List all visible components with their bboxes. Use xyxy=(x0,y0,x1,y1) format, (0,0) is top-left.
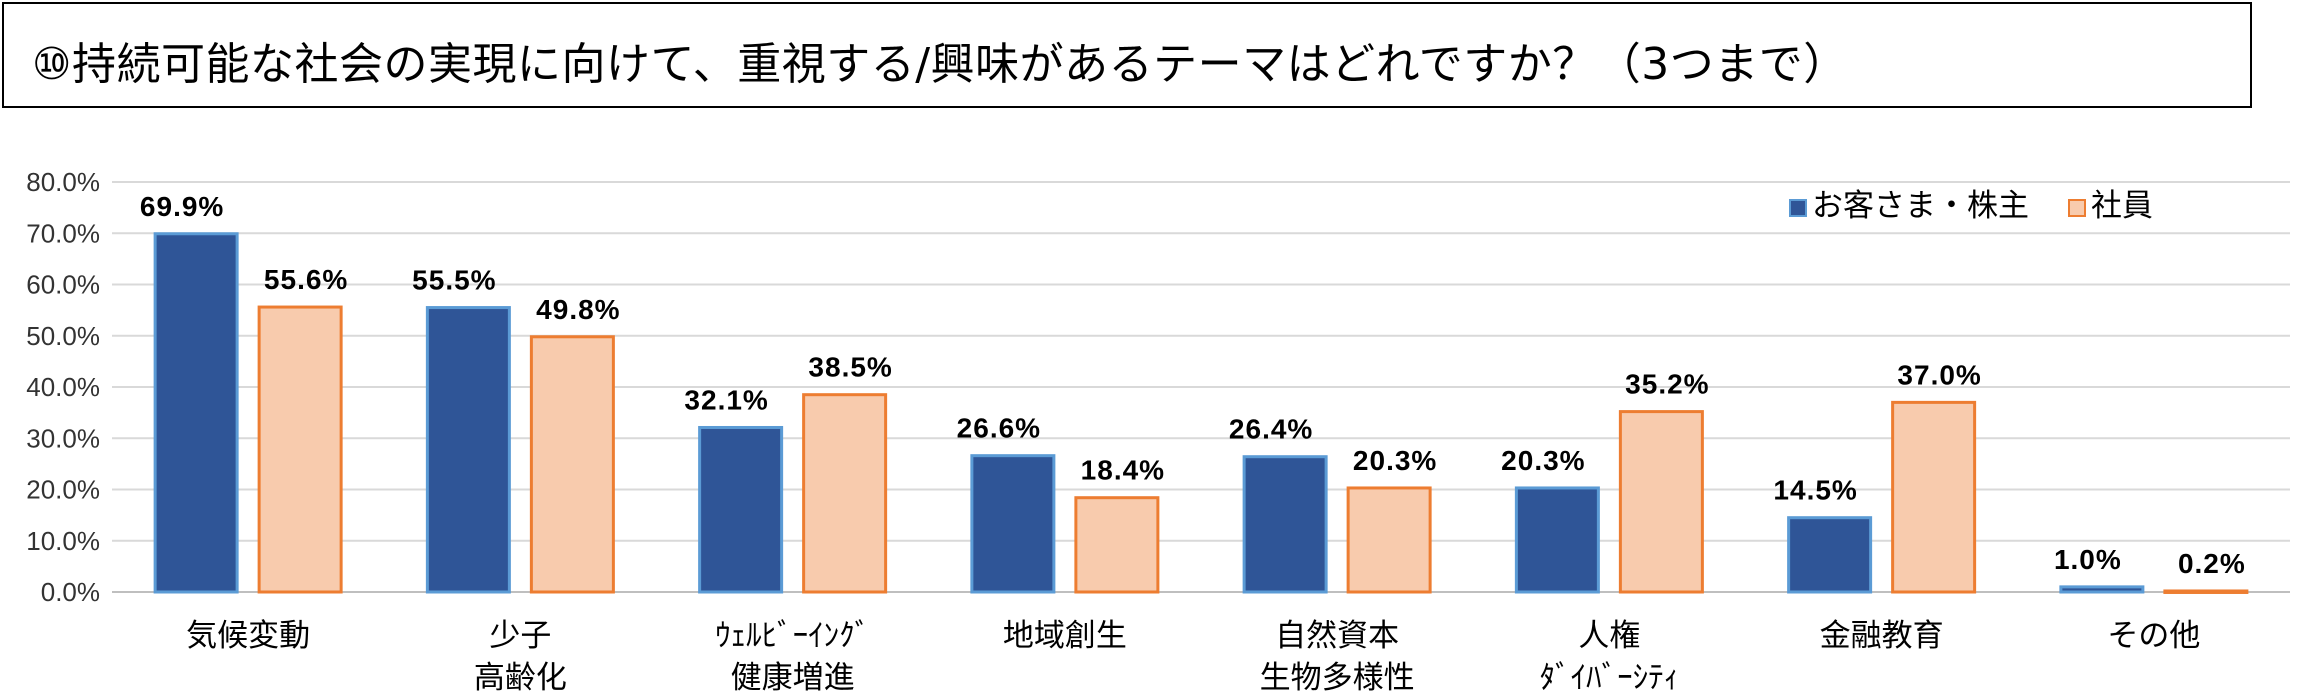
data-label: 38.5% xyxy=(808,352,892,383)
bar-customers xyxy=(698,425,784,594)
data-label: 20.3% xyxy=(1353,445,1437,476)
data-label: 26.6% xyxy=(957,413,1041,444)
data-label: 55.6% xyxy=(264,264,348,295)
data-label: 1.0% xyxy=(2054,544,2122,575)
bars xyxy=(153,232,2249,594)
data-label: 55.5% xyxy=(412,265,496,296)
legend-swatch-customers xyxy=(1789,199,1807,217)
bar-employees xyxy=(1346,486,1432,594)
y-tick-label: 0.0% xyxy=(41,577,100,607)
y-tick-label: 50.0% xyxy=(26,321,100,351)
chart-title: ⑩持続可能な社会の実現に向けて、重視する/興味があるテーマはどれですか？（3つま… xyxy=(32,39,1848,90)
data-label: 37.0% xyxy=(1897,359,1981,390)
category-label: 金融教育 xyxy=(1820,618,1944,654)
category-label: その他 xyxy=(2107,618,2200,654)
y-tick-label: 20.0% xyxy=(26,475,100,505)
y-tick-label: 30.0% xyxy=(26,423,100,453)
bar-employees xyxy=(1891,400,1977,594)
data-label: 32.1% xyxy=(684,384,768,415)
y-tick-label: 10.0% xyxy=(26,526,100,556)
category-label: ﾀﾞｲﾊﾞｰｼﾃｨ xyxy=(1540,660,1680,696)
data-label: 49.8% xyxy=(536,294,620,325)
bar-employees xyxy=(257,305,343,594)
y-tick-label: 60.0% xyxy=(26,270,100,300)
y-tick-label: 40.0% xyxy=(26,372,100,402)
bar-employees xyxy=(1618,410,1704,594)
data-label: 18.4% xyxy=(1081,455,1165,486)
bar-customers xyxy=(153,232,239,594)
data-label: 35.2% xyxy=(1625,369,1709,400)
bar-employees xyxy=(529,335,615,594)
bar-customers xyxy=(970,454,1056,594)
bar-customers xyxy=(2059,585,2145,594)
category-label: 気候変動 xyxy=(186,618,310,654)
legend-swatch-employees xyxy=(2068,199,2086,217)
data-label: 14.5% xyxy=(1773,475,1857,506)
bar-customers xyxy=(425,306,511,594)
bar-customers xyxy=(1787,516,1873,594)
legend-label-employees: 社員 xyxy=(2091,188,2153,224)
data-label: 69.9% xyxy=(140,191,224,222)
data-label: 0.2% xyxy=(2178,548,2246,579)
bar-customers xyxy=(1514,486,1600,594)
category-label: 健康増進 xyxy=(731,660,855,696)
category-label: 生物多様性 xyxy=(1260,660,1415,696)
data-label: 20.3% xyxy=(1501,445,1585,476)
bar-employees xyxy=(1074,496,1160,594)
y-tick-label: 70.0% xyxy=(26,218,100,248)
bar-customers xyxy=(1242,455,1328,594)
y-axis-ticks: 0.0% 10.0% 20.0% 30.0% 40.0% 50.0% 60.0% 70.0% 8… xyxy=(26,167,100,607)
bar-employees xyxy=(802,393,888,594)
category-label: ｳｪﾙﾋﾞｰｲﾝｸﾞ xyxy=(715,618,870,654)
data-labels: 69.9% 55.6% 55.5% 49.8% 32.1% 38.5% 26.6% 18.4%… xyxy=(140,191,2246,579)
category-label: 高齢化 xyxy=(474,660,567,696)
category-label: 少子 xyxy=(489,618,551,654)
data-label: 26.4% xyxy=(1229,414,1313,445)
y-tick-label: 80.0% xyxy=(26,167,100,197)
category-label: 地域創生 xyxy=(1003,618,1127,654)
title-box: ⑩持続可能な社会の実現に向けて、重視する/興味があるテーマはどれですか？（3つま… xyxy=(2,2,2252,108)
legend: お客さま・株主 社員 xyxy=(1789,188,2153,224)
category-label: 人権 xyxy=(1578,618,1640,654)
legend-label-customers: お客さま・株主 xyxy=(1812,188,2029,224)
category-label: 自然資本 xyxy=(1275,618,1399,654)
bar-employees xyxy=(2163,589,2249,594)
